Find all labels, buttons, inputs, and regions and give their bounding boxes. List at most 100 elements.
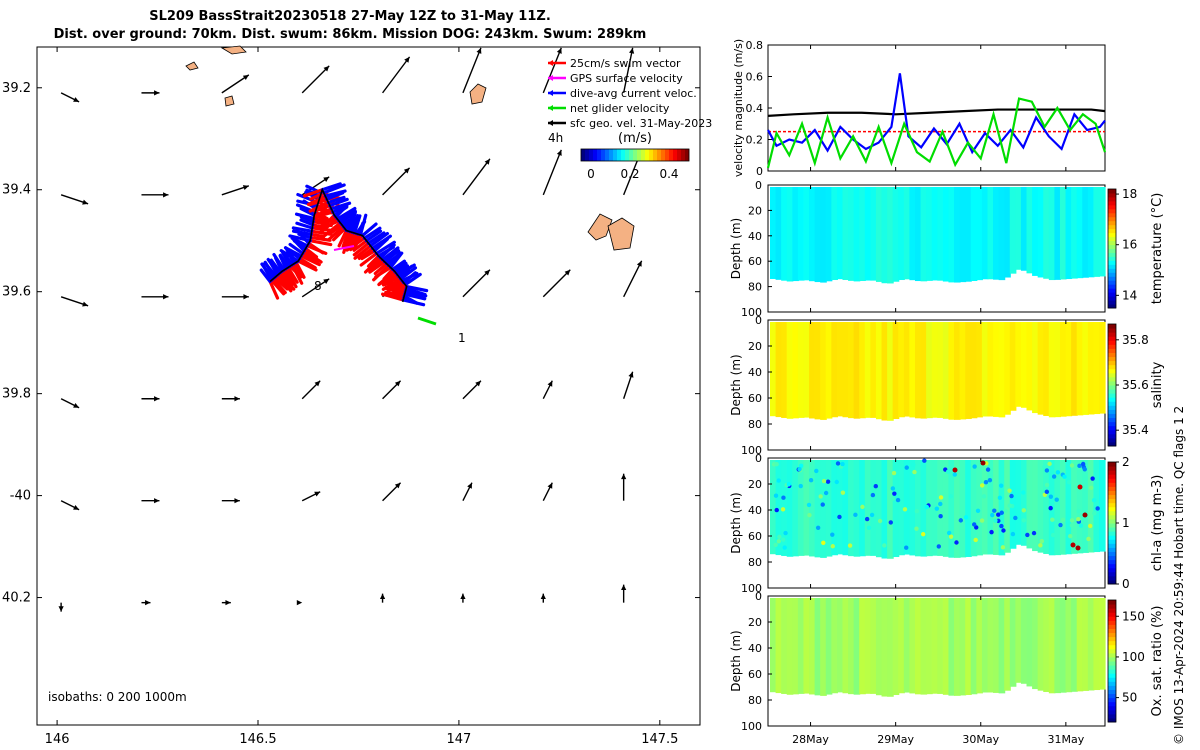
swim-vector	[337, 228, 348, 248]
geo-velocity-vector	[221, 74, 250, 94]
colorbar-tick-label: 2	[1122, 455, 1130, 469]
section-column	[842, 598, 850, 694]
colorbar-cell	[613, 149, 618, 161]
chl-sample	[1076, 516, 1081, 522]
colorbar-tick-label: 0	[587, 167, 595, 181]
current-vector	[335, 206, 357, 221]
section-column	[1043, 322, 1050, 416]
colorbar-cell	[1108, 260, 1116, 265]
y-tick-label: 20	[748, 204, 762, 217]
section-column	[887, 460, 894, 559]
section-column	[1076, 187, 1084, 279]
section-column	[870, 598, 877, 694]
section-column	[1076, 460, 1084, 554]
section-column	[920, 187, 928, 282]
geo-velocity-vector	[623, 260, 643, 298]
chl-sample	[840, 461, 845, 467]
vector-head	[73, 504, 80, 510]
section-column	[954, 322, 961, 420]
section-column	[792, 322, 799, 419]
land-patch	[607, 217, 635, 251]
colorbar-cell	[645, 149, 650, 161]
current-vector	[350, 214, 360, 235]
vector-head	[556, 149, 562, 156]
depth-ylabel: Depth (m)	[729, 492, 743, 553]
colorbar-cell	[1108, 397, 1116, 402]
chl-sample	[798, 463, 804, 468]
y-tick-label: -40	[10, 489, 31, 504]
section-column	[1009, 598, 1017, 687]
colorbar-cell	[609, 149, 614, 161]
section-column	[976, 598, 983, 694]
colorbar-cell	[1108, 284, 1116, 289]
chl-sample	[911, 462, 916, 467]
chl-sample	[1013, 515, 1018, 521]
section-column	[993, 187, 1000, 280]
colorbar-cell	[1108, 713, 1116, 719]
section-column	[942, 187, 950, 282]
section-column	[981, 322, 989, 417]
chl-sample	[1091, 497, 1097, 503]
colorbar-cell	[1108, 189, 1116, 194]
swim-vector	[298, 256, 317, 270]
chl-sample	[1054, 497, 1059, 502]
section-column	[892, 598, 900, 696]
colorbar-cell	[581, 149, 586, 161]
section-column	[942, 322, 950, 419]
chl-sample	[798, 483, 803, 489]
section-column	[1020, 322, 1028, 408]
chl-sample	[821, 478, 827, 484]
gps-vector	[333, 245, 355, 251]
current-vector	[299, 215, 315, 224]
colorbar-cell	[1108, 717, 1116, 723]
chl-sample	[1044, 482, 1050, 488]
chl-sample	[924, 504, 930, 510]
y-tick-label: 80	[748, 556, 762, 569]
current-vector	[393, 261, 408, 273]
chl-sample	[840, 490, 846, 495]
section-column	[1054, 598, 1062, 694]
land-patch	[220, 45, 247, 55]
legend-swatch-head	[548, 60, 553, 66]
legend-label: sfc geo. vel. 31-May-2023	[570, 117, 712, 130]
colorbar-cell	[1108, 264, 1116, 269]
colorbar-cell	[1108, 421, 1116, 427]
colorbar-cell	[657, 149, 662, 161]
colorbar-cell	[1108, 661, 1116, 666]
current-vector	[292, 239, 308, 250]
section-column	[898, 322, 905, 418]
section-column	[786, 187, 794, 282]
swim-vector	[308, 239, 333, 247]
colorbar-cell	[617, 149, 622, 161]
vector-head	[621, 584, 627, 591]
geo-velocity-vector	[540, 593, 546, 603]
geo-velocity-vector	[462, 158, 491, 196]
colorbar-cell	[605, 149, 610, 161]
current-vector	[329, 201, 352, 211]
colorbar-cell	[1108, 272, 1116, 277]
section-column	[1043, 598, 1050, 692]
vector-head	[154, 90, 160, 96]
swim-vector	[284, 267, 298, 289]
date-tick-label: 29May	[877, 733, 914, 746]
section-column	[809, 187, 816, 282]
vector-head	[403, 167, 410, 174]
side-caption: © IMOS 13-Apr-2024 20:59:44 Hobart time.…	[1172, 405, 1186, 745]
section-column	[970, 460, 978, 557]
y-tick-label: 20	[748, 340, 762, 353]
colorbar-cell	[1108, 433, 1116, 439]
section-column	[1059, 598, 1067, 693]
chl-sample-high	[1075, 545, 1081, 551]
section-column	[887, 598, 894, 697]
section-column	[1037, 187, 1045, 278]
colorbar-cell	[1108, 543, 1116, 548]
section-column	[853, 460, 861, 557]
section-column	[881, 322, 889, 421]
section-column	[948, 322, 956, 420]
colorbar-cell	[1108, 340, 1116, 345]
section-column	[848, 322, 855, 419]
vector-head	[621, 473, 627, 480]
colorbar-cell	[1108, 200, 1116, 206]
swim-vector	[309, 232, 326, 239]
vector-head	[234, 498, 240, 504]
